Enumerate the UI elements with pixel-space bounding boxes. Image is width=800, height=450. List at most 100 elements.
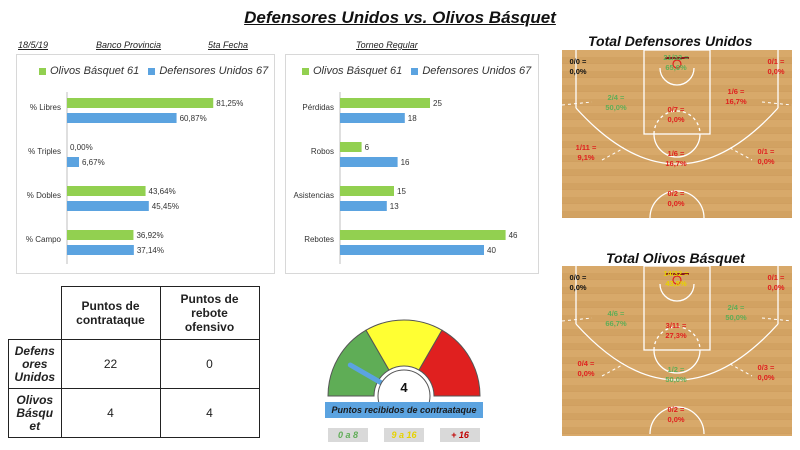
bar: [67, 113, 177, 123]
zone-percentage: 16,7%: [725, 97, 747, 106]
legend-olivos-swatch: [302, 67, 309, 75]
free-throw-arc-dashed: [653, 326, 701, 351]
zone-fraction: 0/0 =: [570, 57, 588, 66]
legend-defensores-swatch: [148, 67, 156, 75]
legend-defensores-swatch: [411, 67, 419, 75]
gauge-hub: [377, 369, 431, 402]
data-label: 13: [390, 202, 399, 211]
data-label: 43,64%: [149, 187, 176, 196]
category-label: Robos: [311, 147, 334, 156]
zone-percentage: 9,1%: [577, 153, 594, 162]
zone-percentage: 50,0%: [665, 375, 687, 384]
data-label: 46: [509, 231, 518, 240]
zone-percentage: 0,0%: [667, 199, 684, 208]
zone-fraction: 21/32 =: [663, 53, 689, 62]
zone-divider: [729, 363, 753, 377]
report-title: Defensores Unidos vs. Olivos Básquet: [244, 8, 556, 27]
zone-percentage: 16,7%: [665, 159, 687, 168]
table-cell: 4: [159, 388, 260, 438]
paint-area: [643, 266, 711, 351]
legend-olivos-label: Olivos Básquet 61: [50, 65, 140, 77]
data-label: 40: [487, 246, 496, 255]
paint-area: [643, 50, 711, 135]
zone-divider: [562, 101, 593, 106]
transition-stats-table: Puntos de contrataque Puntos de rebote o…: [8, 286, 260, 438]
bar: [340, 113, 405, 123]
zone-divider: [601, 363, 625, 377]
stats-chart-panel: Olivos Básquet 61 Defensores Unidos 67 P…: [285, 54, 539, 274]
stats-legend: Olivos Básquet 61 Defensores Unidos 67: [302, 65, 531, 77]
shooting-chart: % Libres 81,25% 60,87% % Triples 0,00% 6,67%%…: [26, 92, 243, 264]
court-floor: [562, 266, 792, 436]
free-throw-arc: [653, 349, 701, 374]
zone-percentage: 0,0%: [569, 283, 586, 292]
data-label: 81,25%: [216, 99, 243, 108]
zone-fraction: 3/11 =: [666, 321, 687, 330]
data-label: 37,14%: [137, 246, 164, 255]
gauge-range-high: + 16: [440, 428, 480, 442]
data-label: 0,00%: [70, 143, 93, 152]
zone-fraction: 0/1 =: [768, 273, 786, 282]
data-label: 6: [365, 143, 370, 152]
bar: [67, 98, 214, 108]
category-label: % Triples: [28, 147, 61, 156]
gauge-segment: [418, 329, 481, 397]
zone-fraction: 0/0 =: [570, 273, 588, 282]
table-cell: 22: [60, 339, 161, 389]
three-point-arc: [575, 107, 779, 165]
zone-fraction: 14/32 =: [663, 269, 689, 278]
bar: [340, 230, 506, 240]
data-label: 45,45%: [152, 202, 179, 211]
zone-fraction: 2/4 =: [608, 93, 626, 102]
bar: [340, 98, 430, 108]
zone-percentage: 50,0%: [725, 313, 747, 322]
free-throw-arc: [653, 133, 701, 158]
free-throw-arc-dashed: [653, 110, 701, 135]
data-label: 60,87%: [180, 114, 207, 123]
table-cell: 4: [60, 388, 161, 438]
zone-percentage: 0,0%: [767, 283, 784, 292]
zone-percentage: 0,0%: [757, 373, 774, 382]
data-label: 16: [401, 158, 410, 167]
zone-fraction: 0/1 =: [758, 147, 776, 156]
restricted-arc: [659, 67, 695, 86]
zone-percentage: 0,0%: [767, 67, 784, 76]
counterattack-gauge: 4: [327, 319, 481, 402]
category-label: Asistencias: [294, 191, 334, 200]
center-circle: [649, 190, 705, 218]
table-row: Defens ores Unidos 22 0: [8, 339, 260, 389]
zone-fraction: 0/2 =: [668, 405, 686, 414]
zone-percentage: 0,0%: [667, 415, 684, 424]
restricted-arc: [659, 283, 695, 302]
data-label: 36,92%: [136, 231, 163, 240]
center-circle: [649, 406, 705, 435]
legend-defensores-label: Defensores Unidos 67: [422, 65, 532, 77]
bar: [340, 201, 387, 211]
data-label: 15: [397, 187, 406, 196]
table-cell: 0: [159, 339, 260, 389]
data-label: 25: [433, 99, 442, 108]
gauge-range-mid: 9 a 16: [384, 428, 424, 442]
shot-chart-olivos: 0/0 =0,0%14/32 =43,8%0/1 =0,0%4/6 =66,7%…: [562, 266, 792, 436]
zone-percentage: 50,0%: [605, 103, 627, 112]
data-label: 6,67%: [82, 158, 105, 167]
hoop: [672, 59, 682, 69]
zone-fraction: 1/6 =: [668, 149, 686, 158]
zone-percentage: 43,8%: [665, 279, 687, 288]
zone-fraction: 0/7 =: [668, 105, 686, 114]
legend-olivos-swatch: [39, 67, 46, 75]
category-label: % Libres: [30, 103, 61, 112]
zone-divider: [601, 147, 625, 161]
zone-percentage: 27,3%: [665, 331, 687, 340]
data-label: 18: [408, 114, 417, 123]
shooting-legend: Olivos Básquet 61 Defensores Unidos 67: [39, 65, 268, 77]
bar: [67, 201, 149, 211]
zone-divider: [729, 147, 753, 161]
gauge-value: 4: [400, 380, 408, 395]
zone-fraction: 0/3 =: [758, 363, 776, 372]
category-label: Pérdidas: [302, 103, 334, 112]
table-corner: [8, 286, 62, 340]
legend-defensores-label: Defensores Unidos 67: [159, 65, 269, 77]
bar: [340, 186, 394, 196]
row-header-team: Defens ores Unidos: [8, 339, 62, 389]
